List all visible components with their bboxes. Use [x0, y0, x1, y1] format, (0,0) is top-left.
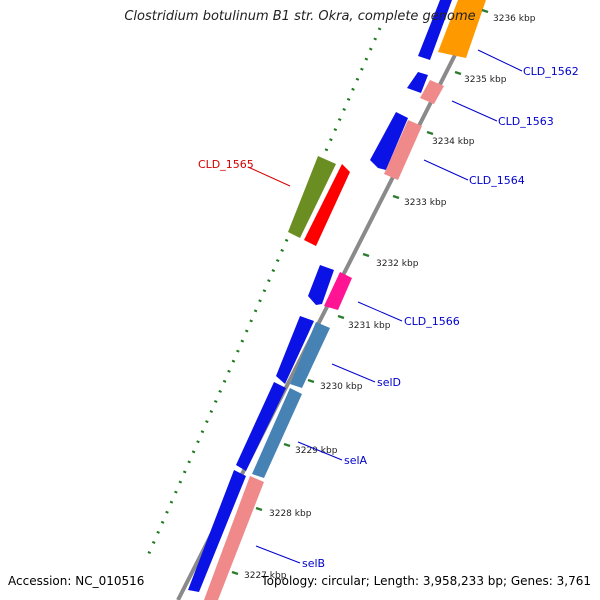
leader-line — [477, 49, 523, 72]
cds-arrow[interactable] — [308, 265, 334, 305]
gene-label-sela[interactable]: selA — [344, 454, 368, 467]
tick-label: 3229 kbp — [295, 446, 338, 456]
gene-cld-1566[interactable] — [324, 272, 352, 310]
gene-label-seld[interactable]: selD — [377, 376, 401, 389]
tick-label: 3235 kbp — [464, 75, 507, 85]
gene-label-cld-1566[interactable]: CLD_1566 — [404, 315, 460, 328]
cds-arrow[interactable] — [370, 112, 408, 170]
tick-label: 3233 kbp — [404, 198, 447, 208]
tick-label: 3232 kbp — [376, 259, 419, 269]
cds-arrow[interactable] — [418, 0, 452, 60]
leader-line — [451, 100, 498, 122]
tick-label: 3227 kbp — [244, 571, 287, 581]
accession-text: Accession: NC_010516 — [8, 574, 145, 588]
map-title: Clostridium botulinum B1 str. Okra, comp… — [124, 9, 476, 24]
tick-label: 3236 kbp — [493, 14, 536, 24]
gene-seld[interactable] — [290, 322, 330, 388]
gene-cld-1562[interactable] — [438, 0, 486, 58]
gene-label-cld-1563[interactable]: CLD_1563 — [498, 115, 554, 128]
gene-label-cld-1562[interactable]: CLD_1562 — [523, 65, 579, 78]
gene-cld-1565[interactable] — [304, 164, 350, 246]
gene-olive[interactable] — [288, 156, 336, 238]
tick-label: 3231 kbp — [348, 321, 391, 331]
topology-text: Topology: circular; Length: 3,958,233 bp… — [261, 574, 591, 588]
tick-label: 3234 kbp — [432, 137, 475, 147]
gc-content-track — [144, 27, 382, 561]
cds-arrow[interactable] — [188, 470, 246, 592]
leader-line — [331, 363, 376, 383]
leader-line — [255, 545, 301, 564]
tick-marks — [231, 8, 489, 576]
gene-label-selb[interactable]: selB — [302, 557, 325, 570]
tick-label: 3228 kbp — [269, 509, 312, 519]
cds-arrow[interactable] — [407, 72, 428, 93]
leader-line — [357, 301, 403, 322]
gene-label-cld-1564[interactable]: CLD_1564 — [469, 174, 525, 187]
leader-line — [423, 159, 469, 181]
tick-label: 3230 kbp — [320, 382, 363, 392]
gene-sela[interactable] — [252, 388, 302, 478]
cds-arrow[interactable] — [276, 316, 314, 384]
leader-line — [247, 166, 291, 187]
gene-selb[interactable] — [204, 476, 264, 600]
gene-cld-1564[interactable] — [384, 120, 422, 180]
gene-label-cld-1565[interactable]: CLD_1565 — [198, 158, 254, 171]
cds-arrow[interactable] — [236, 382, 286, 471]
leader-line — [297, 441, 343, 461]
gene-cld-1563[interactable] — [420, 80, 444, 104]
